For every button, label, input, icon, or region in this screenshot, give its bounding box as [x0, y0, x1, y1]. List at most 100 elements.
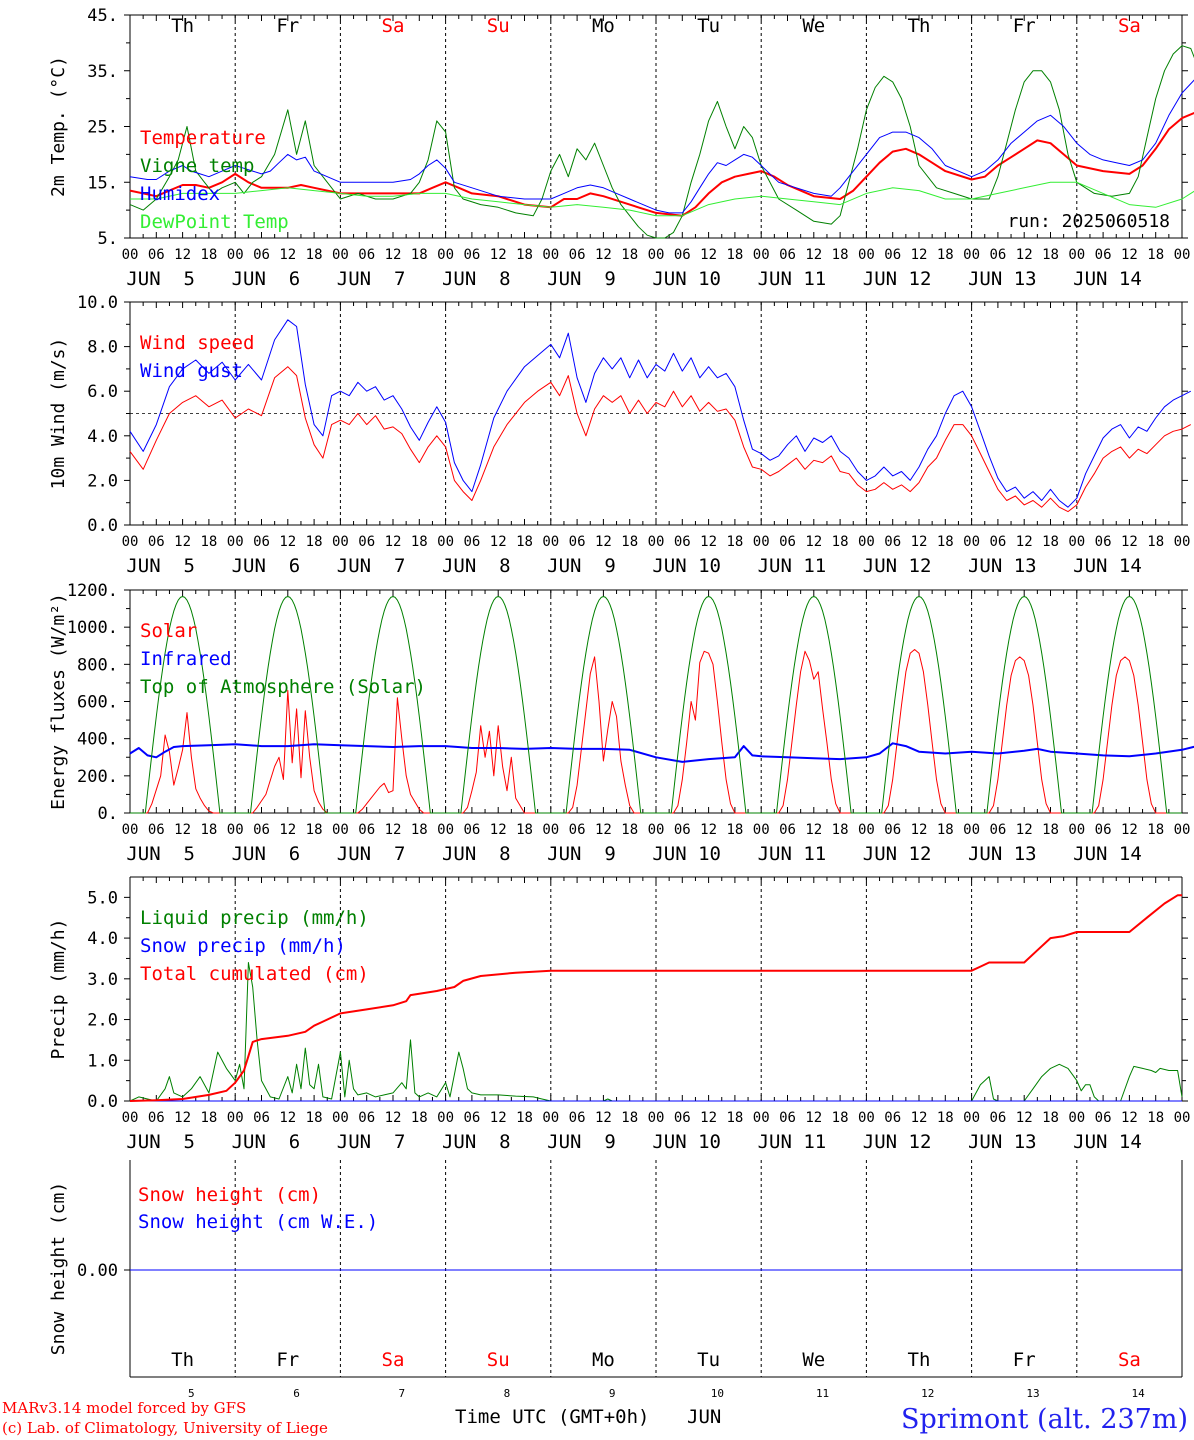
y-tick-label: 0.00: [77, 1261, 118, 1281]
day-number: 10: [711, 1387, 724, 1400]
date-label: JUN 7: [337, 1131, 406, 1153]
y-tick-label: 4.0: [87, 929, 118, 949]
hour-label: 18: [621, 534, 638, 550]
hour-label: 12: [805, 534, 822, 550]
y-tick-label: 10.0: [77, 293, 118, 313]
series-line: [129, 79, 1194, 214]
series-line: [130, 596, 1182, 814]
weekday-label: Th: [908, 15, 931, 37]
hour-label: 18: [411, 1110, 428, 1126]
hour-label: 06: [884, 1110, 901, 1126]
legend-entry: Snow height (cm): [138, 1184, 321, 1206]
hour-label: 00: [122, 822, 139, 838]
hour-label: 12: [700, 247, 717, 263]
weekday-label: Su: [487, 15, 510, 37]
hour-label: 12: [385, 1110, 402, 1126]
hour-label: 00: [1068, 534, 1085, 550]
date-label: JUN 10: [652, 555, 721, 577]
date-label: JUN 13: [968, 843, 1037, 865]
hour-label: 12: [174, 247, 191, 263]
y-axis-title: Energy fluxes (W/m²): [48, 593, 69, 810]
hour-label: 12: [279, 534, 296, 550]
date-label: JUN 10: [652, 843, 721, 865]
weekday-label: Mo: [592, 15, 615, 37]
hour-label: 00: [1068, 822, 1085, 838]
hour-label: 18: [832, 822, 849, 838]
panel-1: 5. 15. 25. 35. 45. 2m Temp. (°C) Temperature Vi…: [48, 6, 1194, 290]
hour-label: 06: [779, 534, 796, 550]
hour-label: 18: [306, 534, 323, 550]
day-number: 11: [816, 1387, 829, 1400]
hour-label: 06: [569, 1110, 586, 1126]
hour-label: 00: [753, 247, 770, 263]
hour-label: 12: [1121, 1110, 1138, 1126]
y-tick-label: 600.: [77, 693, 118, 713]
hour-label: 18: [726, 534, 743, 550]
date-label: JUN 11: [758, 843, 827, 865]
hour-label: 00: [858, 247, 875, 263]
hour-label: 12: [279, 1110, 296, 1126]
y-tick-label: 1000.: [67, 618, 118, 638]
weekday-label: Sa: [382, 1349, 405, 1371]
hour-label: 12: [700, 822, 717, 838]
date-label: JUN 7: [337, 843, 406, 865]
day-number: 7: [398, 1387, 405, 1400]
date-label: JUN 7: [337, 555, 406, 577]
legend-entry: Snow height (cm W.E.): [138, 1211, 378, 1233]
y-axis-title: 10m Wind (m/s): [48, 338, 69, 490]
hour-label: 18: [726, 822, 743, 838]
legend-entry: Wind gust: [140, 360, 243, 382]
hour-label: 12: [385, 822, 402, 838]
legend-entry: Temperature: [140, 127, 266, 149]
hour-label: 18: [621, 1110, 638, 1126]
hour-label: 06: [884, 822, 901, 838]
hour-label: 06: [569, 822, 586, 838]
hour-label: 00: [437, 247, 454, 263]
hour-label: 18: [937, 1110, 954, 1126]
panel-4: 0.0 1.0 2.0 3.0 4.0 5.0 Precip (mm/h) Liquid pr…: [48, 876, 1190, 1153]
weekday-label: Sa: [1118, 1349, 1141, 1371]
hour-label: 06: [674, 822, 691, 838]
hour-label: 00: [437, 1110, 454, 1126]
footer-model: MARv3.14 model forced by GFS: [2, 1399, 246, 1417]
hour-label: 12: [911, 1110, 928, 1126]
y-axis-title: Precip (mm/h): [48, 919, 69, 1060]
hour-label: 06: [148, 822, 165, 838]
hour-label: 00: [227, 534, 244, 550]
date-label: JUN 11: [758, 555, 827, 577]
hour-label: 06: [253, 534, 270, 550]
y-tick-label: 15.: [87, 173, 118, 193]
y-tick-label: 1200.: [67, 581, 118, 601]
series-line: [130, 649, 1182, 814]
hour-label: 00: [1174, 822, 1191, 838]
hour-label: 18: [726, 247, 743, 263]
hour-label: 00: [332, 822, 349, 838]
hour-label: 06: [779, 822, 796, 838]
date-label: JUN 6: [232, 843, 301, 865]
hour-label: 06: [989, 534, 1006, 550]
legend-entry: Infrared: [140, 648, 232, 670]
hour-label: 00: [753, 534, 770, 550]
weekday-label: We: [802, 1349, 825, 1371]
y-tick-label: 800.: [77, 655, 118, 675]
hour-label: 06: [569, 247, 586, 263]
hour-label: 18: [200, 822, 217, 838]
hour-label: 18: [411, 247, 428, 263]
hour-label: 00: [648, 1110, 665, 1126]
y-tick-label: 0.0: [87, 516, 118, 536]
hour-label: 00: [753, 1110, 770, 1126]
hour-label: 06: [253, 822, 270, 838]
weekday-label: Th: [171, 1349, 194, 1371]
weekday-label: Fr: [1013, 1349, 1036, 1371]
date-label: JUN 14: [1073, 1131, 1142, 1153]
date-label: JUN 12: [863, 843, 932, 865]
hour-label: 06: [463, 534, 480, 550]
hour-label: 06: [989, 822, 1006, 838]
hour-label: 06: [358, 247, 375, 263]
hour-label: 00: [122, 247, 139, 263]
day-number: 13: [1026, 1387, 1039, 1400]
hour-label: 18: [516, 534, 533, 550]
hour-label: 00: [542, 534, 559, 550]
hour-label: 06: [569, 534, 586, 550]
